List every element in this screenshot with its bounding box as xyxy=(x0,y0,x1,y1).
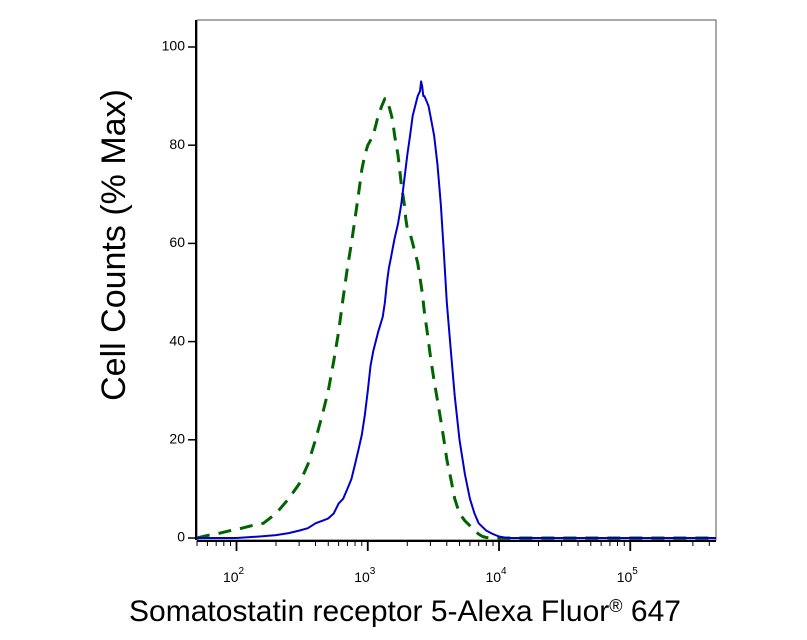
x-axis-title: Somatostatin receptor 5-Alexa Fluor® 647 xyxy=(129,595,681,628)
stained-histogram-line xyxy=(197,80,716,539)
y-tick-label: 100 xyxy=(162,38,186,54)
y-axis: 0 20 40 60 80 100 xyxy=(162,38,197,545)
y-tick-label: 0 xyxy=(177,529,185,545)
plot-border xyxy=(196,19,717,541)
x-tick-exponent: 5 xyxy=(632,566,638,577)
x-axis-title-main: Somatostatin receptor 5-Alexa Fluor xyxy=(129,595,609,628)
x-tick-base: 10 xyxy=(485,569,501,585)
x-axis: 102 103 104 105 xyxy=(196,541,710,585)
plot-frame xyxy=(195,19,717,542)
x-tick-label: 103 xyxy=(354,566,376,585)
series-layer xyxy=(196,80,716,540)
y-tick-label: 80 xyxy=(169,136,185,152)
y-tick-label: 60 xyxy=(169,234,185,250)
control-histogram-line xyxy=(196,97,716,540)
registered-mark: ® xyxy=(609,596,622,616)
x-tick-label: 105 xyxy=(617,566,639,585)
x-tick-exponent: 3 xyxy=(370,566,376,577)
x-tick-exponent: 4 xyxy=(501,566,507,577)
x-tick-label: 102 xyxy=(223,566,245,585)
y-axis-title: Cell Counts (% Max) xyxy=(95,89,133,401)
y-tick-label: 40 xyxy=(169,332,185,348)
y-tick-label: 20 xyxy=(169,431,185,447)
x-tick-base: 10 xyxy=(354,569,370,585)
x-tick-base: 10 xyxy=(617,569,633,585)
x-tick-exponent: 2 xyxy=(239,566,245,577)
x-axis-title-suffix: 647 xyxy=(623,595,681,628)
x-tick-base: 10 xyxy=(223,569,239,585)
x-tick-label: 104 xyxy=(485,566,507,585)
